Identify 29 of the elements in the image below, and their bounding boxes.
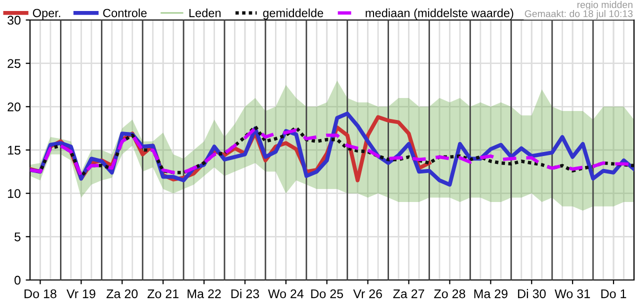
x-tick-label: Ma 29	[474, 289, 508, 298]
x-tick-label: Za 27	[393, 289, 424, 298]
text: Gemaakt: do 18 jul 10:13	[524, 10, 633, 20]
x-tick-label: Do 18	[24, 289, 56, 298]
x-tick-label: Do 25	[311, 289, 344, 298]
x-tick-label: Do 1	[601, 289, 626, 298]
x-tick-label: Zo 21	[148, 289, 178, 298]
y-tick-label: 20	[8, 102, 20, 112]
y-tick-label: 30	[8, 16, 20, 25]
x-tick-label: Vr 26	[353, 289, 382, 298]
legend-label: mediaan (middelste waarde)	[366, 8, 514, 20]
x-tick-label: Ma 22	[188, 289, 221, 298]
legend-label: Controle	[103, 8, 147, 18]
legend-label: Leden	[189, 8, 221, 18]
x-tick-label: Vr 19	[66, 289, 96, 298]
x-tick-label: Wo 31	[554, 289, 590, 298]
y-tick-label: 10	[8, 189, 20, 198]
x-tick-label: Di 30	[518, 289, 546, 298]
x-tick-label: Di 23	[231, 289, 260, 298]
y-tick-label: 5	[14, 232, 20, 242]
legend-label: gemiddelde	[263, 8, 324, 20]
x-tick-label: Za 20	[106, 289, 138, 298]
x-tick-label: Wo 24	[268, 289, 304, 298]
x-tick-label: Zo 28	[434, 289, 466, 298]
y-tick-label: 0	[14, 276, 20, 285]
text: regio midden	[577, 1, 632, 10]
y-tick-label: 25	[8, 59, 20, 68]
legend-label: Oper.	[32, 8, 60, 20]
y-tick-label: 15	[8, 146, 20, 155]
